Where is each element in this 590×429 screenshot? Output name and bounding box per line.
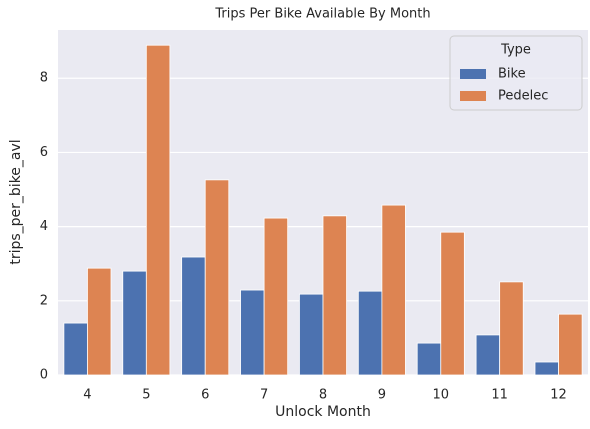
y-tick-label: 2 [40, 293, 48, 308]
bar [475, 334, 501, 376]
x-tick-label: 4 [83, 388, 91, 403]
y-tick-label: 4 [40, 219, 48, 234]
x-tick-label: 7 [260, 388, 268, 403]
bar [122, 270, 147, 376]
bar [63, 322, 88, 376]
bar [181, 256, 206, 376]
bar [534, 361, 559, 376]
x-tick-label: 12 [550, 388, 567, 403]
bar [416, 342, 442, 376]
legend-label: Bike [498, 67, 526, 82]
x-tick-label: 5 [142, 388, 150, 403]
bar [87, 267, 112, 376]
bar [299, 293, 324, 376]
bar [440, 231, 465, 376]
y-tick-label: 6 [40, 145, 48, 160]
x-axis-label: Unlock Month [275, 404, 371, 420]
bar [263, 217, 289, 376]
bar [145, 44, 171, 376]
legend-label: Pedelec [498, 89, 548, 104]
x-tick-label: 10 [433, 388, 450, 403]
legend-swatch [460, 91, 486, 101]
x-tick-label: 9 [378, 388, 386, 403]
bar [558, 313, 583, 376]
y-tick-label: 8 [40, 71, 48, 86]
bar [381, 204, 406, 376]
bar [357, 290, 383, 376]
legend-title: Type [500, 43, 531, 58]
x-tick-label: 8 [319, 388, 327, 403]
bar [204, 179, 230, 376]
bar [499, 281, 524, 376]
bar [322, 215, 347, 376]
x-tick-label: 11 [491, 388, 508, 403]
bar [240, 289, 265, 376]
legend-swatch [460, 69, 486, 79]
y-tick-label: 0 [40, 368, 48, 383]
y-axis-label: trips_per_bike_avl [8, 139, 24, 264]
chart-title: Trips Per Bike Available By Month [214, 7, 430, 22]
x-tick-label: 6 [201, 388, 209, 403]
